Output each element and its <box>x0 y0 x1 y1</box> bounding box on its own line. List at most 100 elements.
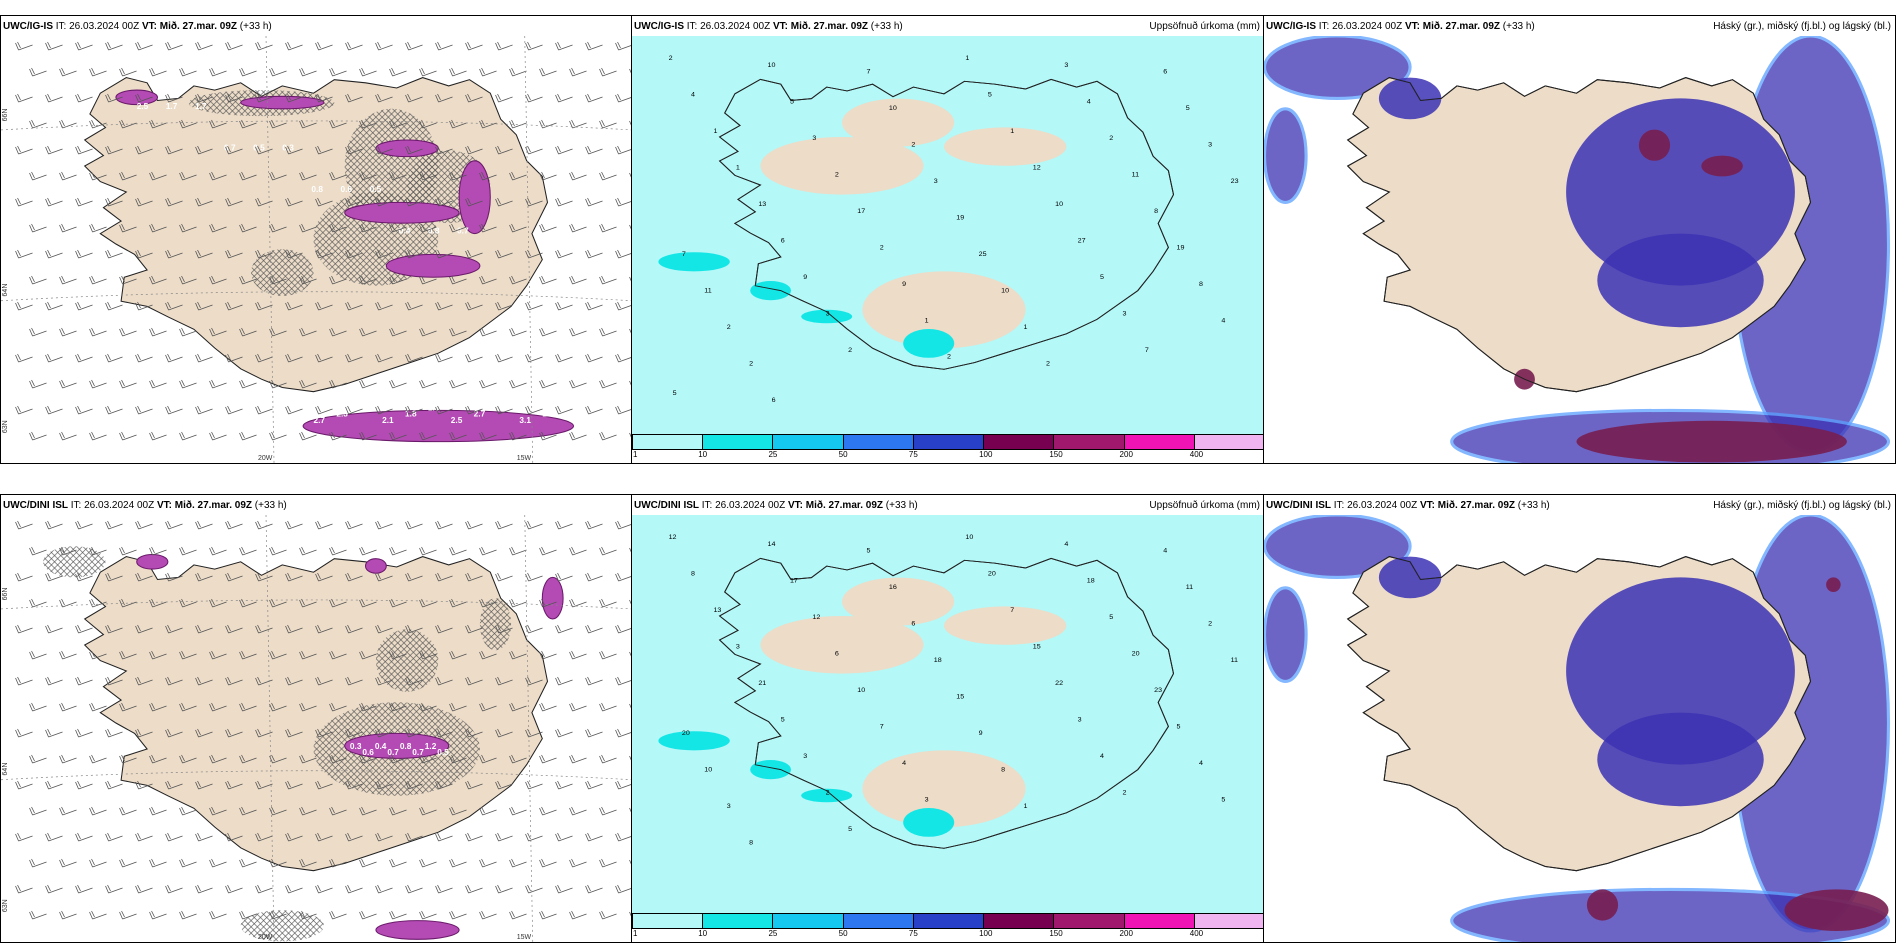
wind-barb <box>269 806 287 816</box>
wind-barb <box>75 780 93 790</box>
wind-barb <box>419 546 437 556</box>
wind-barb <box>539 327 557 337</box>
low-cloud-area <box>1826 577 1841 592</box>
wind-barb <box>269 431 287 441</box>
wind-barb <box>195 353 213 363</box>
wind-barb <box>315 572 333 582</box>
wind-barb <box>329 754 347 764</box>
wind-barb <box>599 650 617 660</box>
wind-barb <box>179 275 197 285</box>
precip-value: 3 <box>736 644 740 651</box>
wind-barb <box>89 379 107 389</box>
wind-barb <box>75 520 93 530</box>
wind-barb <box>599 806 617 816</box>
wind-barb <box>315 728 333 738</box>
wind-barb <box>435 197 453 207</box>
wind-barb <box>615 301 632 311</box>
wind-barb <box>539 598 557 608</box>
panel-clouds-igis: UWC/IG-IS IT: 26.03.2024 00Z VT: Mið. 27… <box>1263 15 1896 464</box>
legend-swatch <box>842 913 914 929</box>
graticule: 66N 64N 63N 20W 15W <box>1 36 632 463</box>
wind-barb <box>539 379 557 389</box>
wind-barb <box>525 624 543 634</box>
precip-value: 2 <box>1208 621 1212 628</box>
wind-barb <box>615 520 632 530</box>
wind-barb <box>299 431 317 441</box>
wind-precip-value: 0.6 <box>362 747 374 757</box>
legend-label: 150 <box>1049 450 1063 459</box>
wind-barb <box>585 520 603 530</box>
legend-swatch <box>1053 434 1125 450</box>
high-cloud-area <box>1450 887 1890 942</box>
wind-barb <box>465 780 483 790</box>
wind-barb <box>585 884 603 894</box>
wind-barb <box>15 41 33 51</box>
precip-value: 20 <box>1132 651 1140 658</box>
wind-barb <box>59 858 77 868</box>
init-time: 26.03.2024 00Z <box>69 21 140 32</box>
wind-barb <box>209 119 227 129</box>
wind-barb <box>75 93 93 103</box>
wind-barb <box>329 546 347 556</box>
wind-barb <box>29 275 47 285</box>
wind-barb <box>59 806 77 816</box>
wind-barb <box>315 93 333 103</box>
legend-label: 400 <box>1189 929 1204 938</box>
map-svg <box>1264 36 1891 463</box>
wind-barb <box>89 858 107 868</box>
map-svg: 1214510448171620181113126752361815201121… <box>632 515 1264 913</box>
wind-barb <box>29 67 47 77</box>
wind-barb <box>269 171 287 181</box>
wind-barb <box>615 249 632 259</box>
wind-barb <box>89 702 107 712</box>
precip-value: 11 <box>704 288 712 295</box>
wind-barb <box>599 275 617 285</box>
wind-barb <box>525 884 543 894</box>
precip-value: 22 <box>1055 680 1063 687</box>
wind-barb <box>419 806 437 816</box>
wind-barb <box>285 93 303 103</box>
wind-barb <box>615 405 632 415</box>
wind-barb <box>539 702 557 712</box>
wind-barb <box>449 910 467 920</box>
wind-barb <box>165 728 183 738</box>
wind-barb <box>509 910 527 920</box>
wind-barb <box>479 858 497 868</box>
wind-barbs <box>15 520 632 920</box>
wind-barb <box>119 650 137 660</box>
wind-barb <box>405 353 423 363</box>
legend-label: 1 <box>633 450 638 459</box>
wind-barb <box>435 405 453 415</box>
longitude-line <box>524 515 534 942</box>
precip-value: 5 <box>673 390 677 397</box>
wind-barb <box>315 353 333 363</box>
wind-barb <box>359 858 377 868</box>
wind-barb <box>509 702 527 712</box>
wind-barb <box>179 858 197 868</box>
precip-area <box>801 309 853 324</box>
wind-barb <box>179 119 197 129</box>
wind-barb <box>479 806 497 816</box>
precip-value: 1 <box>925 317 929 324</box>
wind-barb <box>225 624 243 634</box>
valid-time: Mið. 27.mar. 09Z <box>1422 21 1501 32</box>
precip-value: 18 <box>1087 578 1095 585</box>
wind-barb <box>119 67 137 77</box>
init-time: 26.03.2024 00Z <box>1347 500 1418 511</box>
wind-barb <box>225 780 243 790</box>
map-layer <box>1264 36 1891 463</box>
it-label: IT: <box>1333 500 1345 511</box>
wind-barb <box>615 41 632 51</box>
wind-barb <box>479 546 497 556</box>
wind-barb <box>29 702 47 712</box>
init-time: 26.03.2024 00Z <box>1332 21 1403 32</box>
wind-barb <box>299 702 317 712</box>
wind-barb <box>615 353 632 363</box>
legend-swatch <box>983 434 1055 450</box>
wind-barb <box>585 145 603 155</box>
wind-barb <box>495 353 513 363</box>
wind-barb <box>119 754 137 764</box>
wind-barb <box>359 171 377 181</box>
wind-barb <box>15 145 33 155</box>
wind-barb <box>569 910 587 920</box>
